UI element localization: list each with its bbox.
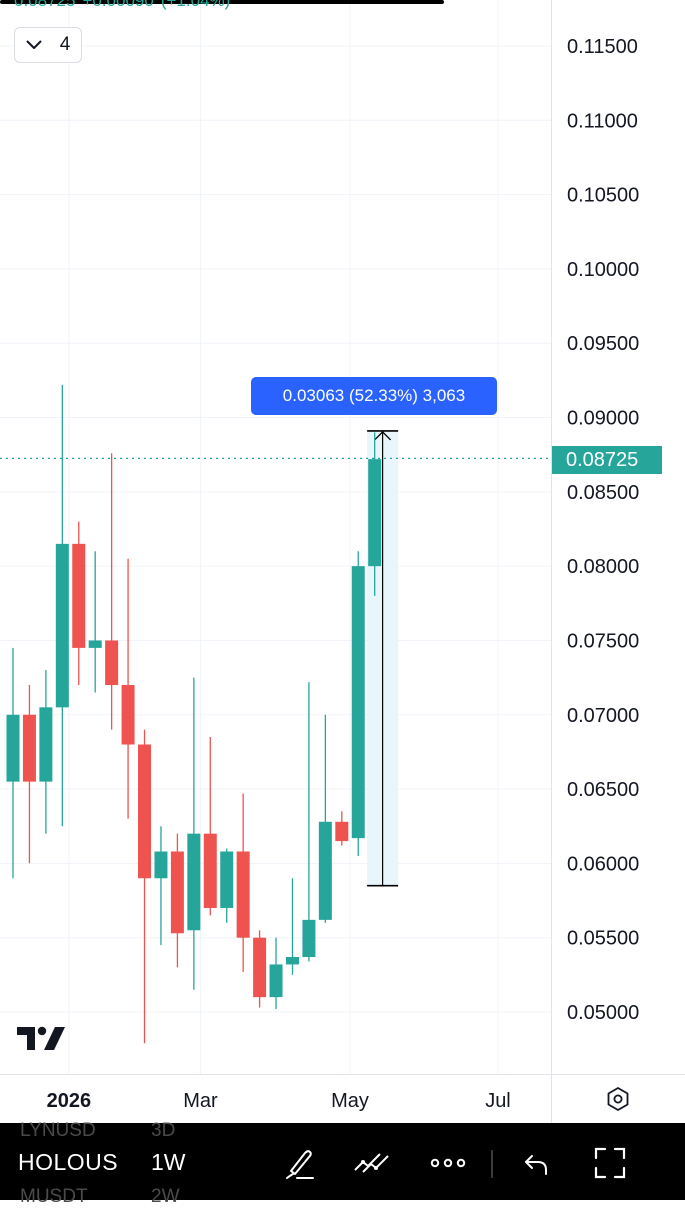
- indicators-toggle-button[interactable]: 4: [14, 27, 82, 63]
- candle-up: [187, 677, 201, 990]
- candle-body: [72, 543, 86, 648]
- candle-down: [72, 521, 86, 686]
- candle-body: [6, 714, 20, 782]
- price-tick-label: 0.07500: [567, 630, 639, 652]
- more-icon[interactable]: [430, 1155, 466, 1171]
- candle-body: [236, 851, 250, 938]
- price-tick-label: 0.10000: [567, 259, 639, 281]
- candle-body: [39, 707, 53, 782]
- candle-body: [203, 833, 217, 908]
- candle-body: [269, 964, 283, 998]
- candle-body: [285, 957, 299, 965]
- symbol-selector[interactable]: HOLOUS: [18, 1149, 119, 1175]
- candle-up: [154, 826, 168, 946]
- chart-grid: [0, 0, 551, 1074]
- interval-selector[interactable]: 1W: [151, 1149, 186, 1175]
- indicator-count: 4: [59, 34, 71, 55]
- multi-line-icon[interactable]: [353, 1148, 391, 1178]
- candle-body: [302, 919, 316, 958]
- status-price: 0.08725: [14, 0, 76, 10]
- ghost-interval-above: 3D: [151, 1120, 176, 1141]
- time-tick-label: Jul: [485, 1090, 511, 1112]
- price-tick-label: 0.06500: [567, 779, 639, 801]
- toolbar-divider: [491, 1150, 493, 1178]
- candle-body: [88, 640, 102, 648]
- tradingview-logo-icon: [17, 1026, 65, 1050]
- candle-up: [318, 714, 332, 923]
- fullscreen-icon[interactable]: [593, 1146, 627, 1180]
- candle-up: [39, 670, 53, 834]
- candles: [6, 384, 382, 1044]
- price-chart[interactable]: 0.11500 0.11000 0.10500 0.10000 0.09500 0.090…: [0, 0, 685, 1123]
- candle-body: [187, 833, 201, 931]
- time-tick-label: 2026: [47, 1090, 92, 1112]
- top-edge-bar: [0, 0, 444, 4]
- candle-down: [335, 811, 349, 846]
- candle-down: [170, 833, 184, 968]
- ghost-symbol-above: LYNUSD: [20, 1120, 96, 1141]
- price-tick-label: 0.11500: [567, 36, 638, 58]
- candle-body: [351, 566, 365, 839]
- price-tick-label: 0.09500: [567, 333, 639, 355]
- candle-body: [105, 640, 119, 686]
- price-axis[interactable]: 0.11500 0.11000 0.10500 0.10000 0.09500 0.090…: [567, 36, 639, 1024]
- measure-label: 0.03063 (52.33%) 3,063: [251, 377, 497, 415]
- ohlc-status-line: 0.08725 +0.00090 (+1.04%): [14, 0, 237, 11]
- price-tick-label: 0.07000: [567, 705, 639, 727]
- price-tick-label: 0.05000: [567, 1002, 639, 1024]
- candle-down: [253, 930, 267, 1008]
- time-axis[interactable]: 2026 Mar May Jul: [47, 1090, 511, 1112]
- brush-icon[interactable]: [283, 1145, 317, 1181]
- candle-body: [55, 543, 69, 708]
- ghost-symbol-below: MUSDT: [20, 1186, 88, 1207]
- candle-body: [220, 851, 234, 908]
- status-percent: (+1.04%): [160, 0, 231, 10]
- price-tick-label: 0.10500: [567, 185, 639, 207]
- candle-up: [351, 551, 365, 856]
- candle-body: [368, 459, 382, 567]
- candle-down: [236, 793, 250, 972]
- candle-up: [269, 937, 283, 1010]
- time-tick-label: Mar: [183, 1090, 218, 1112]
- measure-arrowhead: [374, 430, 392, 441]
- candle-up: [55, 384, 69, 827]
- chevron-down-icon: [26, 40, 42, 49]
- time-tick-label: May: [331, 1090, 369, 1112]
- price-tick-label: 0.08500: [567, 482, 639, 504]
- candle-body: [22, 714, 36, 782]
- candle-down: [138, 729, 152, 1044]
- price-tick-label: 0.08000: [567, 556, 639, 578]
- status-change: +0.00090: [82, 0, 154, 10]
- candle-down: [121, 558, 135, 819]
- candle-down: [105, 453, 119, 730]
- candle-body: [318, 821, 332, 920]
- candle-up: [285, 878, 299, 975]
- candle-body: [138, 744, 152, 879]
- price-tick-label: 0.06000: [567, 853, 639, 875]
- last-price-tag: 0.08725: [552, 446, 662, 474]
- candle-body: [170, 851, 184, 934]
- candle-down: [22, 685, 36, 864]
- candle-up: [88, 551, 102, 693]
- candle-up: [220, 848, 234, 923]
- undo-icon[interactable]: [522, 1150, 550, 1178]
- candle-body: [253, 937, 267, 998]
- candle-up: [6, 647, 20, 879]
- settings-hexagon-icon[interactable]: [604, 1085, 632, 1113]
- candle-up: [302, 682, 316, 962]
- candle-body: [335, 821, 349, 842]
- price-tick-label: 0.05500: [567, 928, 639, 950]
- price-tick-label: 0.09000: [567, 408, 639, 430]
- candle-body: [154, 851, 168, 879]
- candle-up: [368, 432, 382, 596]
- candle-down: [203, 737, 217, 916]
- candle-body: [121, 685, 135, 745]
- ghost-interval-below: 2W: [151, 1186, 180, 1207]
- price-tick-label: 0.11000: [567, 110, 638, 132]
